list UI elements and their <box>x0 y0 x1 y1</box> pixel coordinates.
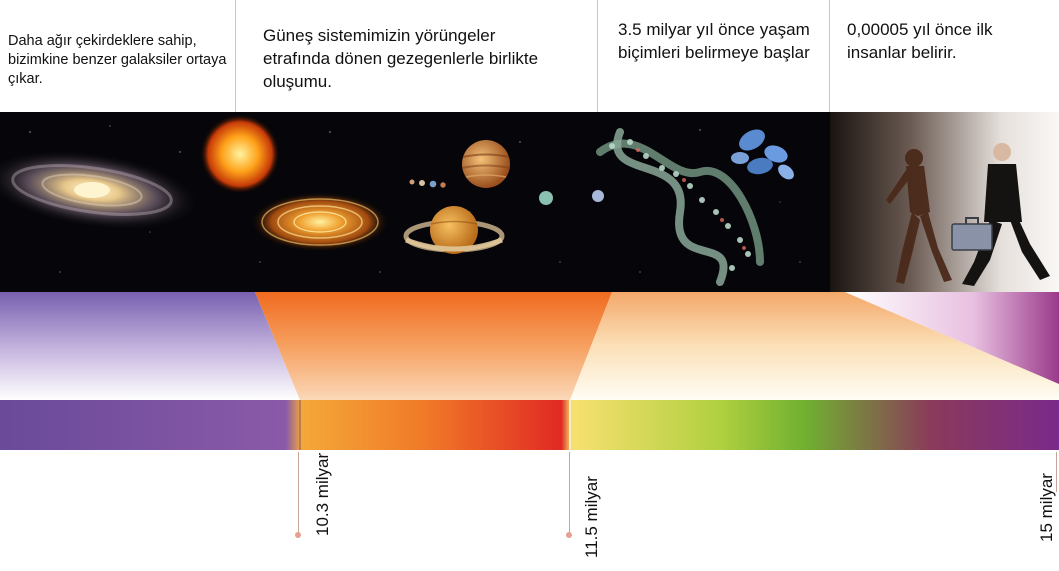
funnel-segment-solar-system <box>255 292 612 400</box>
caption-divider <box>597 0 598 112</box>
marker-dot-11-5 <box>566 532 572 538</box>
funnel-segment-humans <box>845 292 1059 384</box>
uranus-icon <box>539 191 553 205</box>
early-human-icon <box>886 149 952 284</box>
cells-icon <box>731 129 794 180</box>
timeline-funnel <box>0 292 1059 452</box>
caption-galaxies: Daha ağır çekirdeklere sahip, bizimkine … <box>8 33 227 87</box>
caption-divider <box>829 0 830 112</box>
dna-icon <box>596 128 764 286</box>
caption-divider <box>235 0 236 112</box>
sun-icon <box>200 114 280 194</box>
caption-solar-system: Güneş sistemimizin yörüngeler etrafında … <box>263 26 539 91</box>
illustration-band <box>0 112 1059 292</box>
caption-life: 3.5 milyar yıl önce yaşam biçimleri beli… <box>618 20 810 62</box>
funnel-segment-life <box>570 292 1059 400</box>
marker-label-11-5: 11.5 milyar <box>582 476 601 558</box>
protoplanetary-disk-icon <box>250 192 390 252</box>
neptune-icon <box>592 190 604 202</box>
illustration-svg <box>0 112 1059 292</box>
inner-planets-icon <box>409 179 446 188</box>
marker-line-10-3 <box>298 452 299 534</box>
timeline-color-bar <box>0 400 1059 450</box>
marker-line-15 <box>1056 452 1057 492</box>
marker-label-15: 15 milyar <box>1037 473 1056 542</box>
marker-dot-10-3 <box>295 532 301 538</box>
caption-humans: 0,00005 yıl önce ilk insanlar belirir. <box>847 20 993 62</box>
saturn-icon <box>403 206 505 254</box>
galaxy-icon <box>0 149 202 231</box>
funnel-segment-galaxies <box>0 292 300 400</box>
jupiter-icon <box>461 140 511 188</box>
marker-label-10-3: 10.3 milyar <box>313 452 332 536</box>
timeline-svg <box>0 292 1059 450</box>
marker-line-11-5 <box>569 452 570 534</box>
caption-row: Daha ağır çekirdeklere sahip, bizimkine … <box>0 0 1059 112</box>
modern-human-icon <box>951 143 1050 286</box>
